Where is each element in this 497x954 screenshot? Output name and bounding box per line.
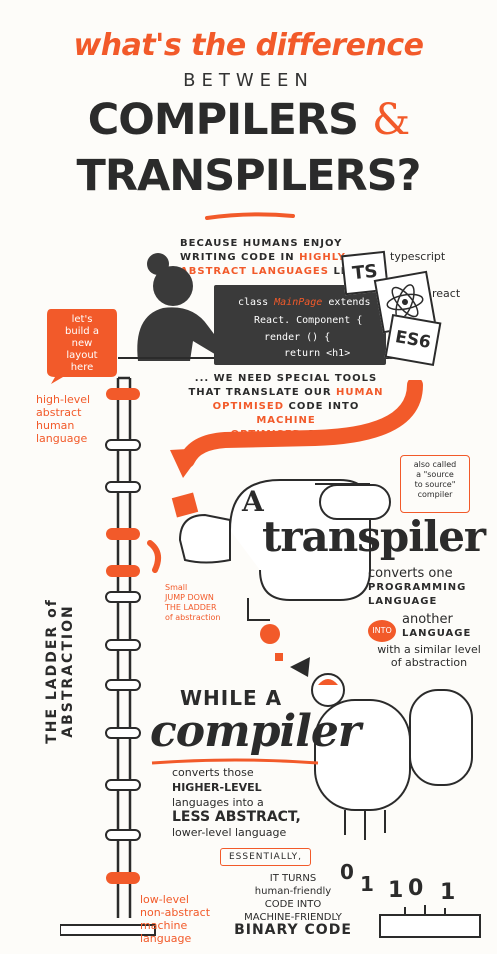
title-compilers: COMPILERS bbox=[87, 95, 359, 145]
converts-text: converts one PROGRAMMING LANGUAGE bbox=[368, 566, 467, 607]
transpiler-title: transpiler bbox=[262, 512, 486, 561]
react-icon bbox=[386, 284, 424, 320]
low-level-label: low-level non-abstract machine language bbox=[140, 893, 211, 945]
binary-digit-1: 0 bbox=[340, 860, 354, 884]
binary-digit-4: 0 bbox=[408, 876, 424, 901]
into-badge: INTO bbox=[368, 620, 396, 642]
title-underline bbox=[205, 212, 295, 220]
react-card bbox=[373, 270, 437, 334]
similar-abstraction-text: with a similar level of abstraction bbox=[377, 643, 481, 669]
binary-digit-5: 1 bbox=[440, 880, 456, 905]
bubble-text: let's build a new layout here bbox=[65, 314, 99, 373]
title-line-2: BETWEEN bbox=[183, 70, 314, 91]
binary-digit-2: 1 bbox=[360, 872, 374, 896]
transpiler-a: A bbox=[242, 485, 264, 518]
binary-tray bbox=[379, 905, 481, 938]
es6-card: ES6 bbox=[384, 313, 442, 367]
compiler-machine bbox=[290, 657, 473, 840]
arrow-down-left-icon bbox=[170, 380, 423, 478]
typescript-label: typescript bbox=[390, 250, 446, 263]
output-blobs bbox=[260, 624, 283, 661]
code-editor: class MainPage extends React. Component … bbox=[214, 285, 386, 365]
person-illustration bbox=[137, 253, 223, 361]
turns-text: IT TURNS human-friendly CODE INTO MACHIN… bbox=[234, 873, 352, 938]
ladder-illustration bbox=[60, 376, 156, 936]
transpiler-machine bbox=[178, 479, 391, 621]
curve-arrow-icon bbox=[147, 540, 162, 573]
another-language-text: another LANGUAGE bbox=[402, 612, 472, 639]
title-ampersand: & bbox=[371, 95, 410, 145]
high-level-label: high-level abstract human language bbox=[36, 393, 91, 445]
binary-digit-3: 1 bbox=[388, 878, 404, 903]
title-line-1: what's the difference bbox=[73, 28, 424, 63]
compiler-underline bbox=[151, 758, 319, 765]
title-line-3: COMPILERS & bbox=[0, 95, 497, 145]
small-jump-label: Small JUMP DOWN THE LADDER of abstractio… bbox=[165, 583, 221, 622]
compiler-title: compiler bbox=[150, 706, 361, 757]
speech-bubble bbox=[47, 309, 117, 384]
compiler-description: converts those HIGHER-LEVEL languages in… bbox=[172, 766, 301, 839]
ladder-label: THE LADDER of ABSTRACTION bbox=[44, 598, 76, 744]
while-a-label: WHILE A bbox=[180, 686, 283, 710]
also-called-note: also called a "source to source" compile… bbox=[400, 455, 470, 513]
react-label: react bbox=[432, 287, 461, 300]
title-line-4: TRANSPILERS? bbox=[76, 151, 422, 201]
essentially-badge: ESSENTIALLY, bbox=[220, 848, 312, 866]
